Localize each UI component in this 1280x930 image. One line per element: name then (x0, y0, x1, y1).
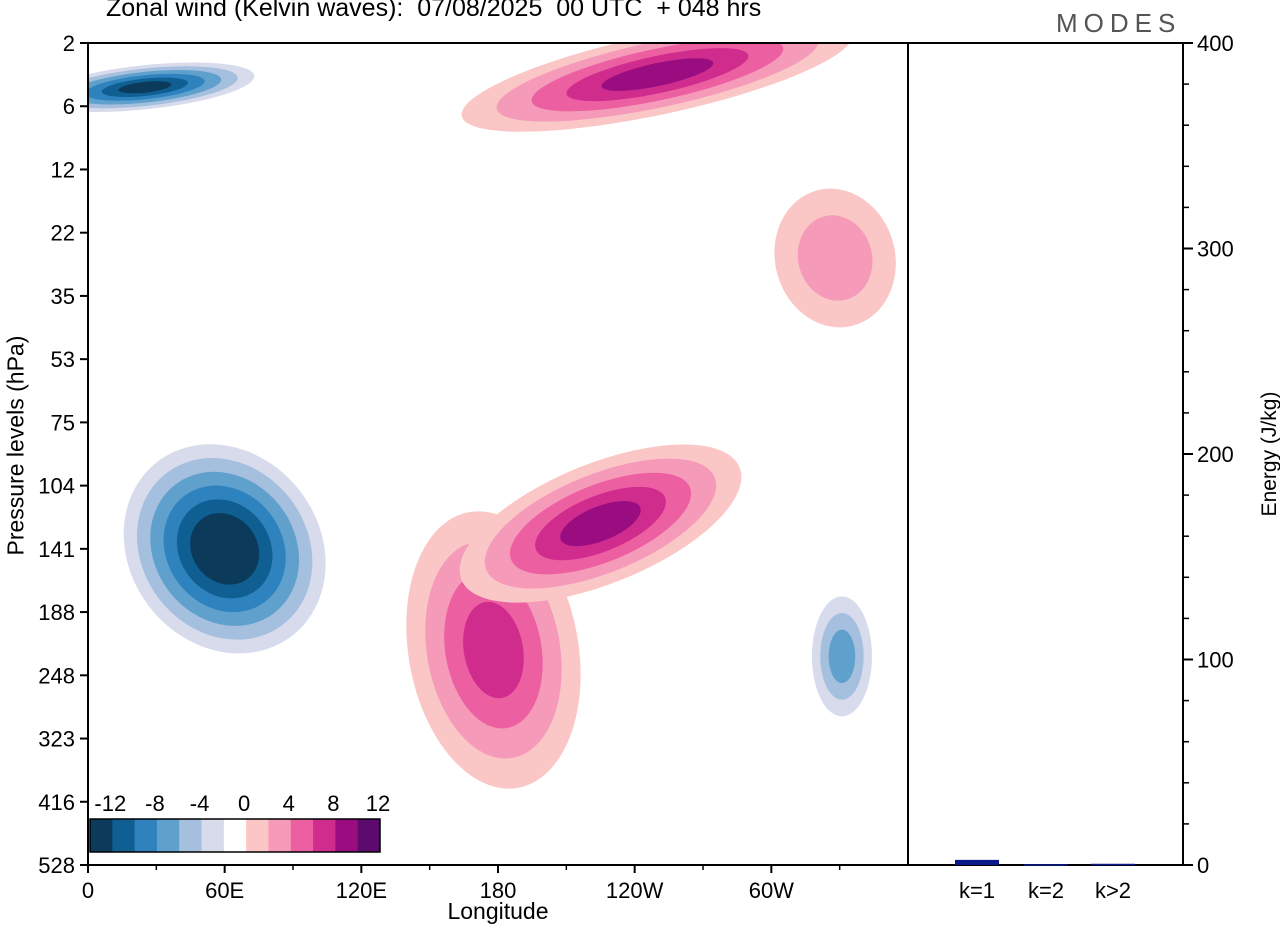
colorbar-label: -4 (190, 791, 210, 816)
energy-axis: 0 100 200 300 400 (1183, 31, 1234, 878)
pressure-tick-label: 6 (63, 94, 75, 119)
colorbar-swatch (268, 819, 292, 852)
energy-bar (955, 859, 999, 865)
negative-blob-far-east (811, 596, 872, 717)
colorbar-label: -8 (145, 791, 165, 816)
positive-band-upper (461, 43, 854, 132)
negative-band-upper-left (88, 62, 255, 112)
x-axis-label: Longitude (447, 898, 549, 924)
pressure-tick-label: 12 (51, 157, 75, 182)
isoline-fill (203, 526, 246, 571)
isoline-fill (118, 81, 172, 94)
colorbar-swatch (179, 819, 203, 852)
longitude-tick-label: 120W (606, 878, 664, 903)
positive-core-eastern (459, 444, 742, 603)
pressure-tick-label: 22 (51, 221, 75, 246)
chart-title: Zonal wind (Kelvin waves): 07/08/2025 00… (106, 0, 762, 22)
energy-bar (1024, 864, 1068, 866)
longitude-tick-label: 60E (205, 878, 244, 903)
isoline-fill (560, 500, 641, 547)
colorbar-label: 0 (238, 791, 250, 816)
colorbar-label: -12 (94, 791, 126, 816)
longitude-tick-label: 0 (82, 878, 94, 903)
colorbar-swatch (201, 819, 225, 852)
energy-frame (907, 42, 1184, 866)
colorbar-label: 4 (283, 791, 295, 816)
pressure-tick-label: 2 (63, 31, 75, 56)
pressure-tick-label: 416 (38, 790, 75, 815)
isoline-fill (797, 215, 873, 301)
colorbar-swatch (246, 819, 269, 852)
pressure-tick-label: 35 (51, 284, 75, 309)
colorbar-swatch (290, 819, 314, 852)
pressure-tick-label: 75 (51, 410, 75, 435)
pressure-tick-label: 323 (38, 727, 75, 752)
positive-patch-upper-east (774, 188, 896, 328)
energy-tick-label: 300 (1197, 237, 1234, 262)
colorbar-swatch (134, 819, 158, 852)
energy-tick-label: 400 (1197, 31, 1234, 56)
energy-bars: k=1 k=2 k>2 (955, 859, 1135, 903)
pressure-tick-label: 53 (51, 347, 75, 372)
isoline-fill (828, 629, 856, 684)
pressure-tick-label: 188 (38, 600, 75, 625)
energy-category-label: k>2 (1095, 878, 1131, 903)
colorbar-swatch (357, 819, 381, 852)
zonal-wind-heatmap (88, 43, 896, 789)
y-axis-label: Pressure levels (hPa) (2, 335, 29, 556)
colorbar-frame (89, 818, 381, 853)
modes-logo: MODES (1056, 8, 1182, 38)
colorbar-swatch (156, 819, 180, 852)
colorbar-label: 8 (327, 791, 339, 816)
energy-tick-label: 200 (1197, 442, 1234, 467)
colorbar-swatch (223, 819, 247, 852)
energy-bar (1091, 863, 1135, 866)
longitude-tick-label: 60W (749, 878, 794, 903)
energy-category-label: k=1 (959, 878, 995, 903)
isoline-fill (463, 601, 524, 699)
colorbar-swatch (112, 819, 136, 852)
colorbar: -12 -8 -4 0 4 8 12 (89, 791, 390, 853)
pressure-tick-label: 104 (38, 474, 75, 499)
pressure-tick-label: 141 (38, 537, 75, 562)
colorbar-swatch (313, 819, 336, 852)
pressure-axis: 2 6 12 22 35 53 75 104 141 188 248 323 416 528 (38, 31, 88, 878)
longitude-tick-label: 120E (336, 878, 387, 903)
pressure-tick-label: 528 (38, 853, 75, 878)
pressure-tick-label: 248 (38, 663, 75, 688)
longitude-axis: 0 60E 120E 180 120W 60W (82, 865, 841, 903)
isoline-fill (601, 58, 714, 91)
negative-core-low-level (123, 444, 326, 654)
colorbar-swatch (90, 819, 113, 852)
energy-tick-label: 0 (1197, 853, 1209, 878)
longitude-tick-label: 180 (480, 878, 517, 903)
colorbar-label: 12 (366, 791, 390, 816)
energy-axis-label: Energy (J/kg) (1258, 391, 1280, 517)
energy-category-label: k=2 (1028, 878, 1064, 903)
colorbar-swatch (335, 819, 359, 852)
energy-tick-label: 100 (1197, 648, 1234, 673)
